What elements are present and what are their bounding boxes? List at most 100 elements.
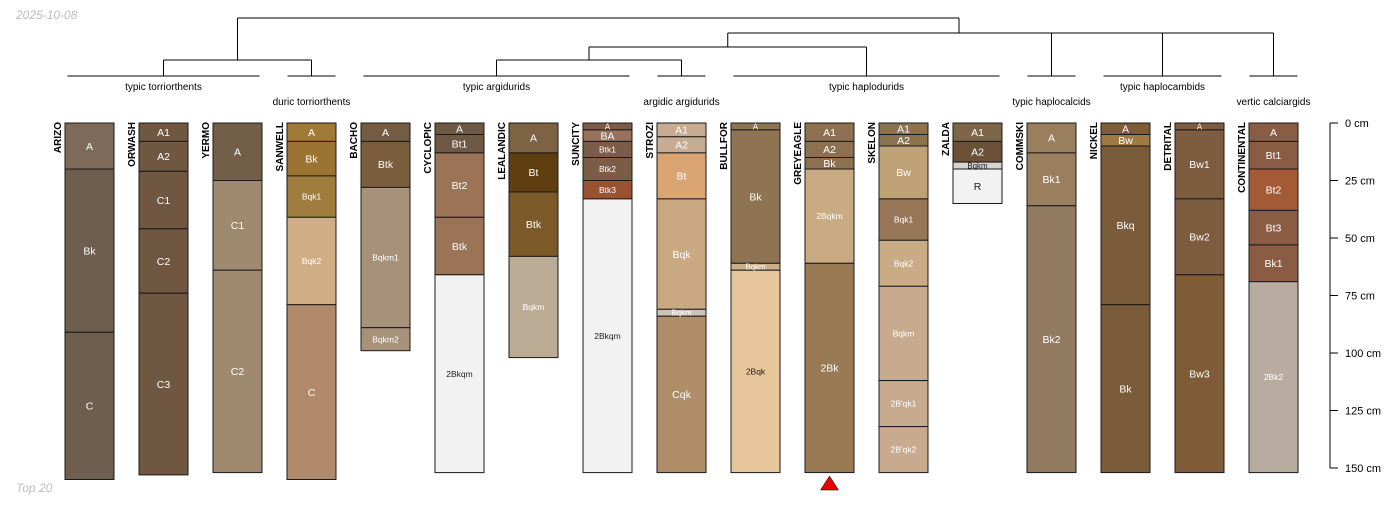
profile-name-label: CONTINENTAL: [1237, 122, 1248, 193]
horizon-label: C: [86, 401, 94, 413]
horizon-label: A1: [971, 127, 984, 139]
horizon-orwash-c3: [138, 292, 189, 476]
group-label: argidic argidurids: [643, 97, 719, 108]
horizon-skelon-2b'qk2: [878, 426, 929, 474]
horizon-bullfor-2bqk: [730, 269, 781, 474]
horizon-label: Bqkm: [523, 302, 545, 312]
profile-bacho: A Btk Bqkm1 Bqkm2 BACHO: [349, 122, 411, 352]
horizon-label: Bt: [677, 171, 687, 183]
horizon-label: Bk1: [1264, 258, 1282, 270]
profile-name-label: BULLFOR: [719, 121, 730, 170]
group-label: typic torriorthents: [125, 82, 202, 93]
horizon-orwash-a2: [138, 140, 189, 172]
horizon-label: Bqk2: [302, 256, 322, 266]
horizon-lealandic-a: [508, 122, 559, 154]
depth-tick-label: 75 cm: [1345, 291, 1375, 303]
horizon-yermo-a: [212, 122, 263, 181]
horizon-label: Bk: [1119, 383, 1132, 395]
profile-suncity: ABA Btk1 Btk2 Btk3 2Bkqm SUNCITY: [571, 122, 633, 474]
horizon-label: A2: [675, 140, 688, 152]
profile-bullfor: A Bk Bqkm 2Bqk BULLFOR: [719, 121, 781, 474]
group-typic-argidurids: typic argidurids: [363, 75, 630, 93]
horizon-label: Bk1: [1042, 174, 1060, 186]
horizon-label: Bk: [83, 245, 96, 257]
horizon-label: Bqkm: [893, 329, 915, 339]
group-typic-haplocambids: typic haplocambids: [1103, 75, 1222, 93]
group-label: typic argidurids: [463, 82, 530, 93]
horizon-sanwell-c: [286, 304, 337, 481]
profile-name-label: YERMO: [201, 122, 212, 159]
horizon-label: Btk1: [599, 145, 616, 155]
group-typic-torriorthents: typic torriorthents: [67, 75, 260, 93]
horizon-continental-bt1: [1248, 140, 1299, 170]
horizon-label: A: [605, 122, 611, 131]
profile-name-label: LEALANDIC: [497, 122, 508, 180]
horizon-label: 2Bkqm: [594, 331, 620, 341]
horizon-continental-bt3: [1248, 209, 1299, 246]
horizon-label: 2B'qk1: [891, 399, 917, 409]
profile-greyeagle: A1 A2 Bk 2Bqkm 2Bk GREYEAGLE: [793, 122, 855, 474]
marker: [820, 475, 839, 491]
horizon-arizo-c: [64, 331, 115, 480]
horizon-label: A2: [971, 147, 984, 159]
horizon-detrital-bw1: [1174, 129, 1225, 200]
depth-tick-label: 0 cm: [1345, 118, 1369, 130]
profile-detrital: A Bw1 Bw2 Bw3 DETRITAL: [1163, 122, 1225, 474]
horizon-suncity-2bkqm: [582, 198, 633, 474]
group-label: duric torriorthents: [273, 97, 351, 108]
depth-tick-label: 100 cm: [1345, 348, 1381, 360]
horizon-label: Bk: [823, 158, 836, 170]
horizon-label: C3: [157, 379, 171, 391]
profile-name-label: GREYEAGLE: [793, 122, 804, 185]
horizon-label: C: [308, 387, 316, 399]
depth-axis: 0 cm 25 cm 50 cm 75 cm 100 cm 125 cm 150 cm: [1329, 118, 1381, 475]
horizon-label: 2Bqkm: [816, 211, 842, 221]
horizon-label: Bt: [529, 167, 539, 179]
horizon-label: Bt3: [1266, 222, 1282, 234]
profile-strozi: A1 A2 Bt Bqk Bqkm Cqk STROZI: [645, 122, 707, 474]
horizon-commski-bk2: [1026, 205, 1077, 474]
horizon-label: 2Bk: [820, 363, 839, 375]
horizon-label: 2Bkqm: [446, 369, 472, 379]
horizon-sanwell-bqk1: [286, 175, 337, 218]
horizon-bacho-bqkm1: [360, 186, 411, 329]
horizon-label: Bw2: [1189, 232, 1210, 244]
horizon-label: Bqkm: [745, 263, 766, 272]
horizon-commski-bk1: [1026, 152, 1077, 207]
horizon-lealandic-bqkm: [508, 255, 559, 359]
group-label: typic haplodurids: [829, 82, 904, 93]
horizon-nickel-bk: [1100, 304, 1151, 474]
horizon-arizo-bk: [64, 168, 115, 333]
profile-name-label: ZALDA: [941, 122, 952, 156]
horizon-label: Bqk: [672, 249, 691, 261]
horizon-label: Btk2: [599, 164, 616, 174]
horizon-label: Bt1: [1266, 150, 1282, 162]
horizon-bacho-bqkm2: [360, 327, 411, 352]
horizon-greyeagle-2bk: [804, 262, 855, 474]
horizon-lealandic-bt: [508, 152, 559, 193]
horizon-label: Bqk1: [302, 192, 322, 202]
horizon-label: Bw3: [1189, 368, 1210, 380]
horizon-label: Bqkm: [967, 161, 988, 170]
profile-name-label: SUNCITY: [571, 122, 582, 166]
group-label: typic haplocalcids: [1012, 97, 1090, 108]
group-vertic-calciargids: vertic calciargids: [1237, 75, 1310, 108]
horizon-label: A: [1122, 124, 1129, 136]
group-duric-torriorthents: duric torriorthents: [273, 75, 351, 108]
horizon-yermo-c1: [212, 180, 263, 271]
profile-name-label: BACHO: [349, 122, 360, 159]
horizon-label: Bt2: [452, 180, 468, 192]
horizon-orwash-c1: [138, 170, 189, 230]
profile-continental: A Bt1 Bt2 Bt3 Bk1 2Bk2 CONTINENTAL: [1237, 122, 1299, 474]
horizon-label: Bk2: [1042, 334, 1060, 346]
horizon-label: A: [382, 127, 389, 139]
profile-name-label: ORWASH: [127, 122, 138, 167]
horizon-strozi-cqk: [656, 315, 707, 474]
group-typic-haplocalcids: typic haplocalcids: [1012, 75, 1091, 108]
horizon-label: A: [234, 147, 241, 159]
depth-tick-label: 150 cm: [1345, 463, 1381, 475]
